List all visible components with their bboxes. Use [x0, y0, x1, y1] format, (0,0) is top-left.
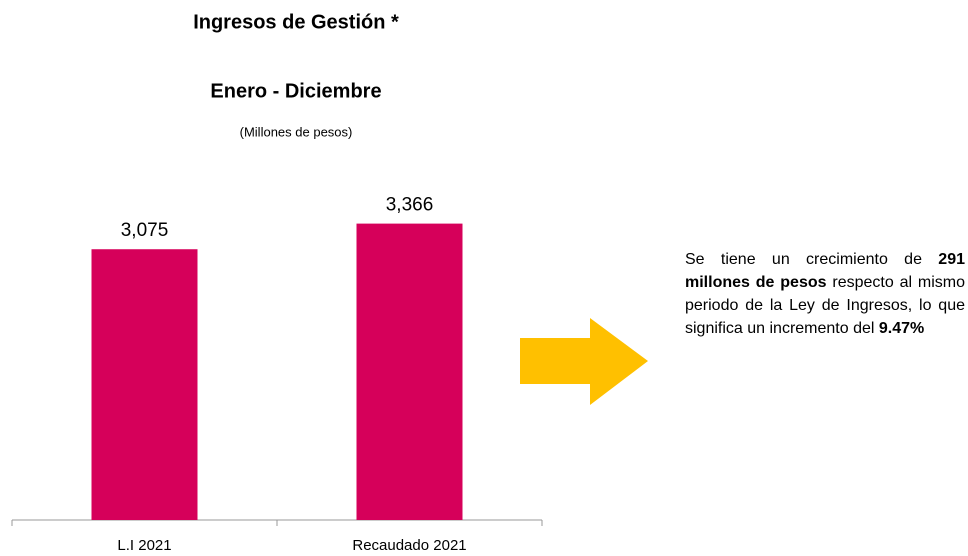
annotation-text: 9.47% [878, 320, 925, 337]
arrow [520, 318, 648, 405]
x-tick-label: Recaudado 2021 [352, 537, 466, 554]
x-tick-label: L.I 2021 [117, 537, 171, 554]
annotation-text: respecto al mismo periodo de la Ley de I… [685, 274, 966, 337]
value-label: 3,075 [121, 220, 169, 241]
chart-title: Ingresos de Gestión * [193, 11, 399, 33]
value-label: 3,366 [386, 195, 434, 216]
unit-label: (Millones de pesos) [240, 124, 353, 139]
annotation-text: Se tiene un crecimiento de [685, 251, 939, 268]
annotation: Se tiene un crecimiento de 291 millones … [685, 248, 965, 340]
annotation-text: 291 millones de pesos [685, 251, 965, 291]
chart-subtitle: Enero - Diciembre [210, 80, 381, 102]
bar [91, 249, 198, 520]
bar [356, 223, 463, 521]
